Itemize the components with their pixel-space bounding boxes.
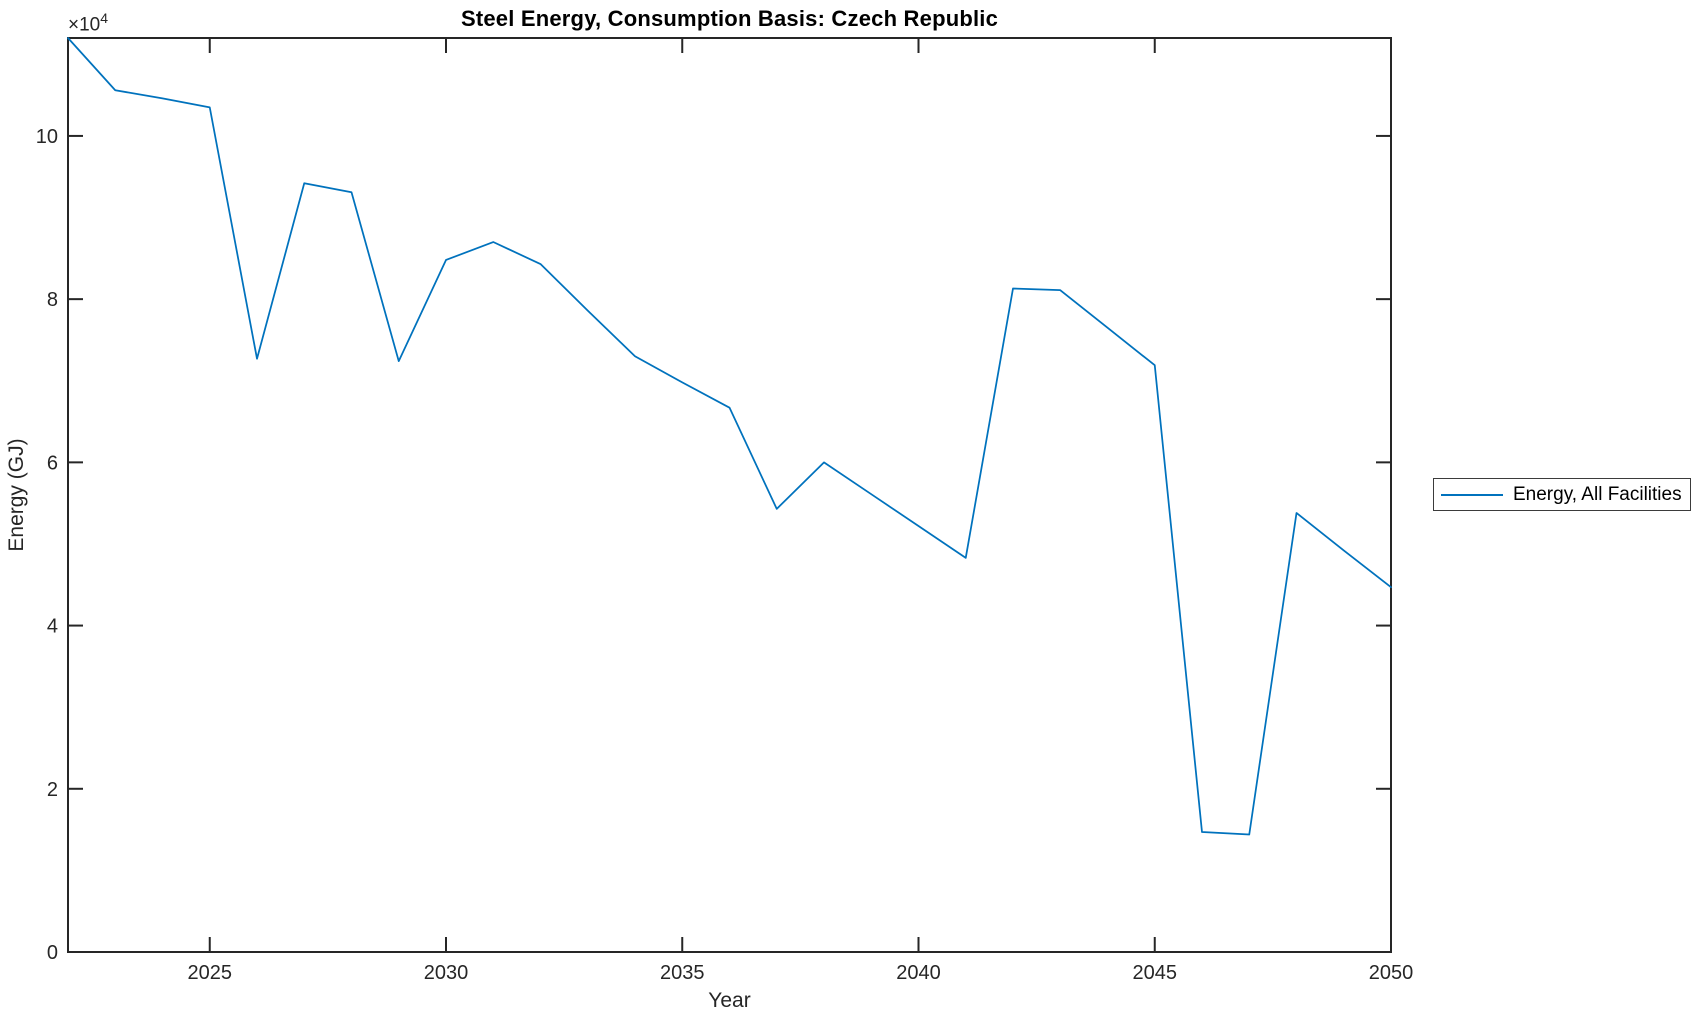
legend-entry-label: Energy, All Facilities <box>1513 483 1682 505</box>
energy-series-line <box>67 37 1392 836</box>
legend-line-sample <box>1441 493 1503 496</box>
y-axis-multiplier-exponent: 4 <box>100 10 109 26</box>
y-tick-label: 10 <box>36 126 58 148</box>
data-series-group <box>67 37 1392 836</box>
y-tick-label: 8 <box>47 289 58 311</box>
x-tick-label: 2040 <box>896 962 941 984</box>
axes-box <box>67 37 1392 953</box>
y-axis-label: Energy (GJ) <box>5 438 28 552</box>
legend-box: Energy, All Facilities <box>1433 478 1691 511</box>
y-axis-multiplier-base: ×10 <box>68 14 101 36</box>
y-tick-label: 6 <box>47 452 58 474</box>
y-tick-labels-group: 0 2 4 6 8 10 <box>36 126 58 964</box>
x-tick-label: 2035 <box>660 962 705 984</box>
x-tick-label: 2025 <box>188 962 233 984</box>
y-tick-label: 2 <box>47 779 58 801</box>
y-tick-label: 0 <box>47 942 58 964</box>
x-axis-label: Year <box>708 989 751 1012</box>
y-axis-multiplier: ×104 <box>68 10 108 36</box>
y-ticks-group <box>69 134 1390 953</box>
x-tick-label: 2030 <box>424 962 469 984</box>
chart-title: Steel Energy, Consumption Basis: Czech R… <box>460 6 999 31</box>
x-tick-label: 2050 <box>1369 962 1414 984</box>
x-ticks-group <box>208 39 1392 951</box>
y-tick-label: 4 <box>47 616 58 638</box>
x-tick-labels-group: 2025 2030 2035 2040 2045 2050 <box>188 962 1414 984</box>
axes-box-group <box>67 37 1392 953</box>
x-tick-label: 2045 <box>1133 962 1178 984</box>
